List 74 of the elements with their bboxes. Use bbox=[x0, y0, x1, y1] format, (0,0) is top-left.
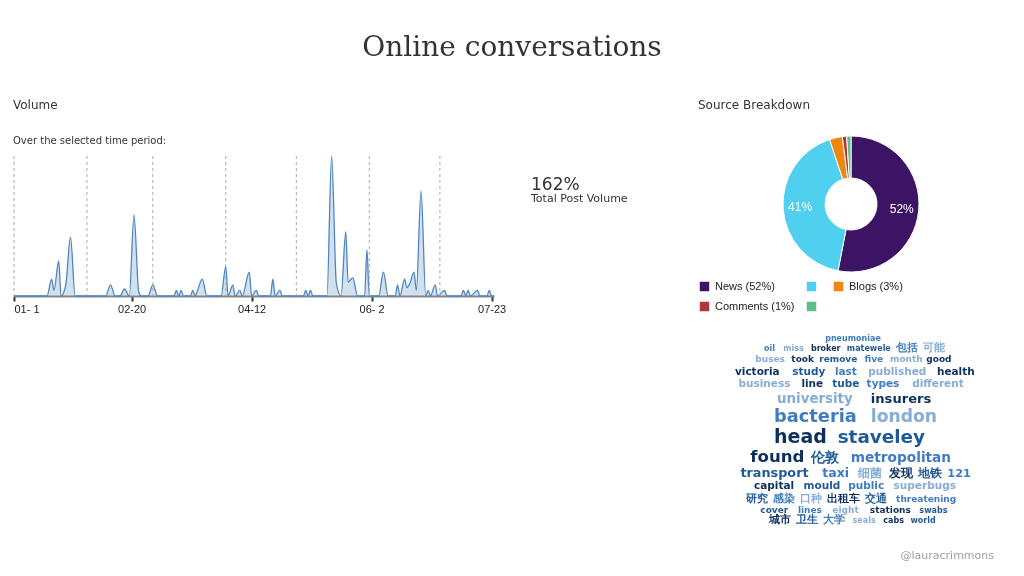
text: capital bbox=[754, 479, 795, 492]
text: 发现 bbox=[887, 465, 914, 480]
text: cabs bbox=[883, 515, 905, 525]
text: 地铁 bbox=[917, 465, 944, 480]
text: 伦敦 bbox=[810, 449, 841, 465]
text: health bbox=[936, 364, 975, 377]
data-label: 41% bbox=[788, 200, 813, 215]
text: 162% bbox=[531, 174, 580, 194]
text: mould bbox=[803, 479, 841, 492]
text: found bbox=[750, 447, 805, 466]
text: different bbox=[912, 377, 964, 390]
text: 包括 bbox=[894, 341, 918, 354]
text: five bbox=[864, 354, 884, 365]
text: threatening bbox=[896, 493, 957, 504]
chart-subtitle: Over the selected time period: bbox=[13, 135, 167, 147]
text: tube bbox=[832, 377, 860, 390]
text: world bbox=[910, 515, 936, 525]
text: buses bbox=[755, 354, 785, 365]
data-label: 52% bbox=[889, 201, 915, 216]
text: public bbox=[848, 479, 885, 492]
text: miss bbox=[783, 344, 805, 354]
text: 出租车 bbox=[827, 491, 861, 504]
legend-label: Blogs (3%) bbox=[849, 279, 903, 292]
text: took bbox=[791, 354, 815, 365]
text: head bbox=[774, 425, 827, 448]
text: 口种 bbox=[800, 491, 823, 504]
text: last bbox=[834, 364, 857, 377]
x-tick-label: 04-12 bbox=[238, 302, 267, 315]
x-tick-label: 01- 1 bbox=[14, 302, 40, 315]
text: swabs bbox=[919, 505, 948, 515]
text: staveley bbox=[837, 426, 926, 448]
text: pneumoniae bbox=[825, 334, 882, 344]
x-tick-label: 02-20 bbox=[118, 302, 147, 315]
text: business bbox=[738, 377, 791, 390]
x-tick-label: 07-23 bbox=[478, 302, 507, 315]
text: study bbox=[792, 364, 826, 377]
text: 细菌 bbox=[857, 465, 883, 480]
text: metropolitan bbox=[850, 449, 952, 465]
text: stations bbox=[869, 504, 911, 515]
text: london bbox=[870, 406, 938, 427]
text: Online conversations bbox=[362, 30, 662, 63]
text: university bbox=[776, 390, 854, 406]
text: transport bbox=[740, 464, 809, 480]
chart-title: Source Breakdown bbox=[698, 98, 810, 112]
text: month bbox=[890, 354, 923, 365]
text: 可能 bbox=[921, 341, 946, 354]
text: 121 bbox=[947, 466, 972, 480]
text: 交通 bbox=[864, 491, 889, 504]
text: 研究 bbox=[745, 491, 769, 504]
text: 感染 bbox=[772, 491, 796, 504]
x-tick-label: 06- 2 bbox=[359, 302, 385, 315]
text: good bbox=[926, 354, 952, 365]
text: remove bbox=[819, 354, 858, 365]
text: Total Post Volume bbox=[530, 192, 628, 205]
text: superbugs bbox=[893, 479, 956, 492]
legend-label: News (52%) bbox=[715, 279, 775, 292]
text: published bbox=[868, 364, 927, 377]
text: @lauracrimmons bbox=[900, 549, 995, 562]
text: 卫生 bbox=[795, 512, 819, 525]
text: seals bbox=[852, 515, 876, 525]
text: cover bbox=[760, 504, 789, 515]
text: 城市 bbox=[768, 512, 792, 525]
text: insurers bbox=[870, 390, 932, 406]
text: types bbox=[866, 377, 900, 390]
text: taxi bbox=[822, 464, 850, 480]
legend-label: Comments (1%) bbox=[715, 299, 795, 312]
text: bacteria bbox=[774, 405, 857, 427]
text: lines bbox=[797, 504, 822, 515]
text: victoria bbox=[734, 364, 780, 377]
text: matewele bbox=[846, 344, 892, 354]
text: line bbox=[801, 377, 824, 390]
text: oil bbox=[764, 344, 776, 354]
chart-title: Volume bbox=[13, 98, 58, 113]
text: broker bbox=[810, 344, 841, 354]
